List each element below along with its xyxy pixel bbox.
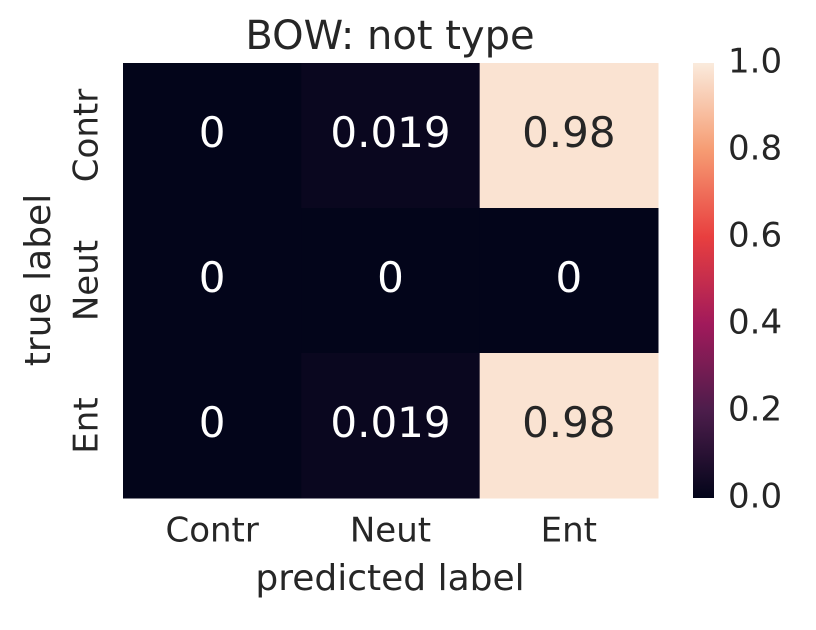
colorbar-tick-label: 1.0 [728, 42, 782, 82]
heatmap-cell [123, 353, 302, 499]
colorbar-tick-label: 0.2 [728, 390, 782, 430]
cell-label: 0.98 [522, 398, 616, 447]
heatmap-cell [123, 63, 302, 209]
x-tick-label: Ent [541, 511, 597, 551]
cell-label: 0 [199, 108, 226, 157]
cell-label: 0 [199, 253, 226, 302]
heatmap-cell [301, 353, 481, 499]
x-tick-label: Contr [165, 511, 258, 551]
chart-title: BOW: not type [245, 13, 534, 59]
heatmap-cell [123, 208, 302, 354]
heatmap-cell [479, 353, 659, 499]
cell-label: 0.019 [330, 398, 450, 447]
x-axis-label: predicted label [255, 558, 524, 599]
colorbar-tick-label: 0.8 [728, 129, 782, 169]
colorbar-tick-label: 0.6 [728, 216, 782, 256]
heatmap-cell [301, 63, 481, 209]
y-tick-label: Contr [67, 89, 107, 182]
x-tick-label: Neut [350, 511, 431, 551]
y-axis-label: true label [18, 194, 59, 366]
colorbar [693, 63, 714, 498]
cell-label: 0 [199, 398, 226, 447]
y-tick-label: Ent [67, 397, 107, 453]
colorbar-tick-label: 0.4 [728, 303, 782, 343]
heatmap-cell [301, 208, 481, 354]
heatmap-cell [479, 63, 659, 209]
cell-label: 0 [377, 253, 404, 302]
cell-label: 0 [555, 253, 582, 302]
colorbar-tick-label: 0.0 [728, 477, 782, 517]
heatmap-cell [479, 208, 659, 354]
y-tick-label: Neut [67, 240, 107, 321]
cell-label: 0.98 [522, 108, 616, 157]
cell-label: 0.019 [330, 108, 450, 157]
